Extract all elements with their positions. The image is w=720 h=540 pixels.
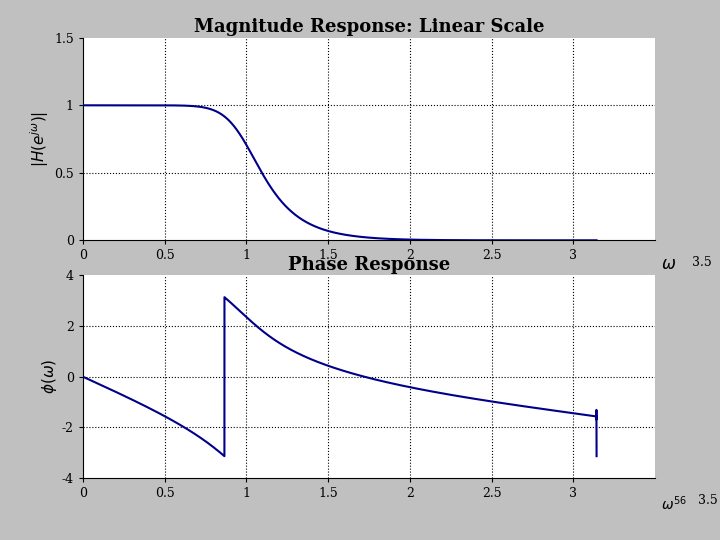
Title: Magnitude Response: Linear Scale: Magnitude Response: Linear Scale [194, 18, 544, 36]
Y-axis label: $|H(e^{j\omega})|$: $|H(e^{j\omega})|$ [29, 111, 51, 167]
Text: $\omega^{56}$: $\omega^{56}$ [661, 494, 687, 512]
Y-axis label: $\phi(\omega)$: $\phi(\omega)$ [40, 359, 59, 394]
Text: $\omega$: $\omega$ [661, 256, 676, 273]
Title: Phase Response: Phase Response [288, 256, 450, 274]
Text: 3.5: 3.5 [698, 494, 718, 507]
Text: 3.5: 3.5 [693, 256, 712, 269]
